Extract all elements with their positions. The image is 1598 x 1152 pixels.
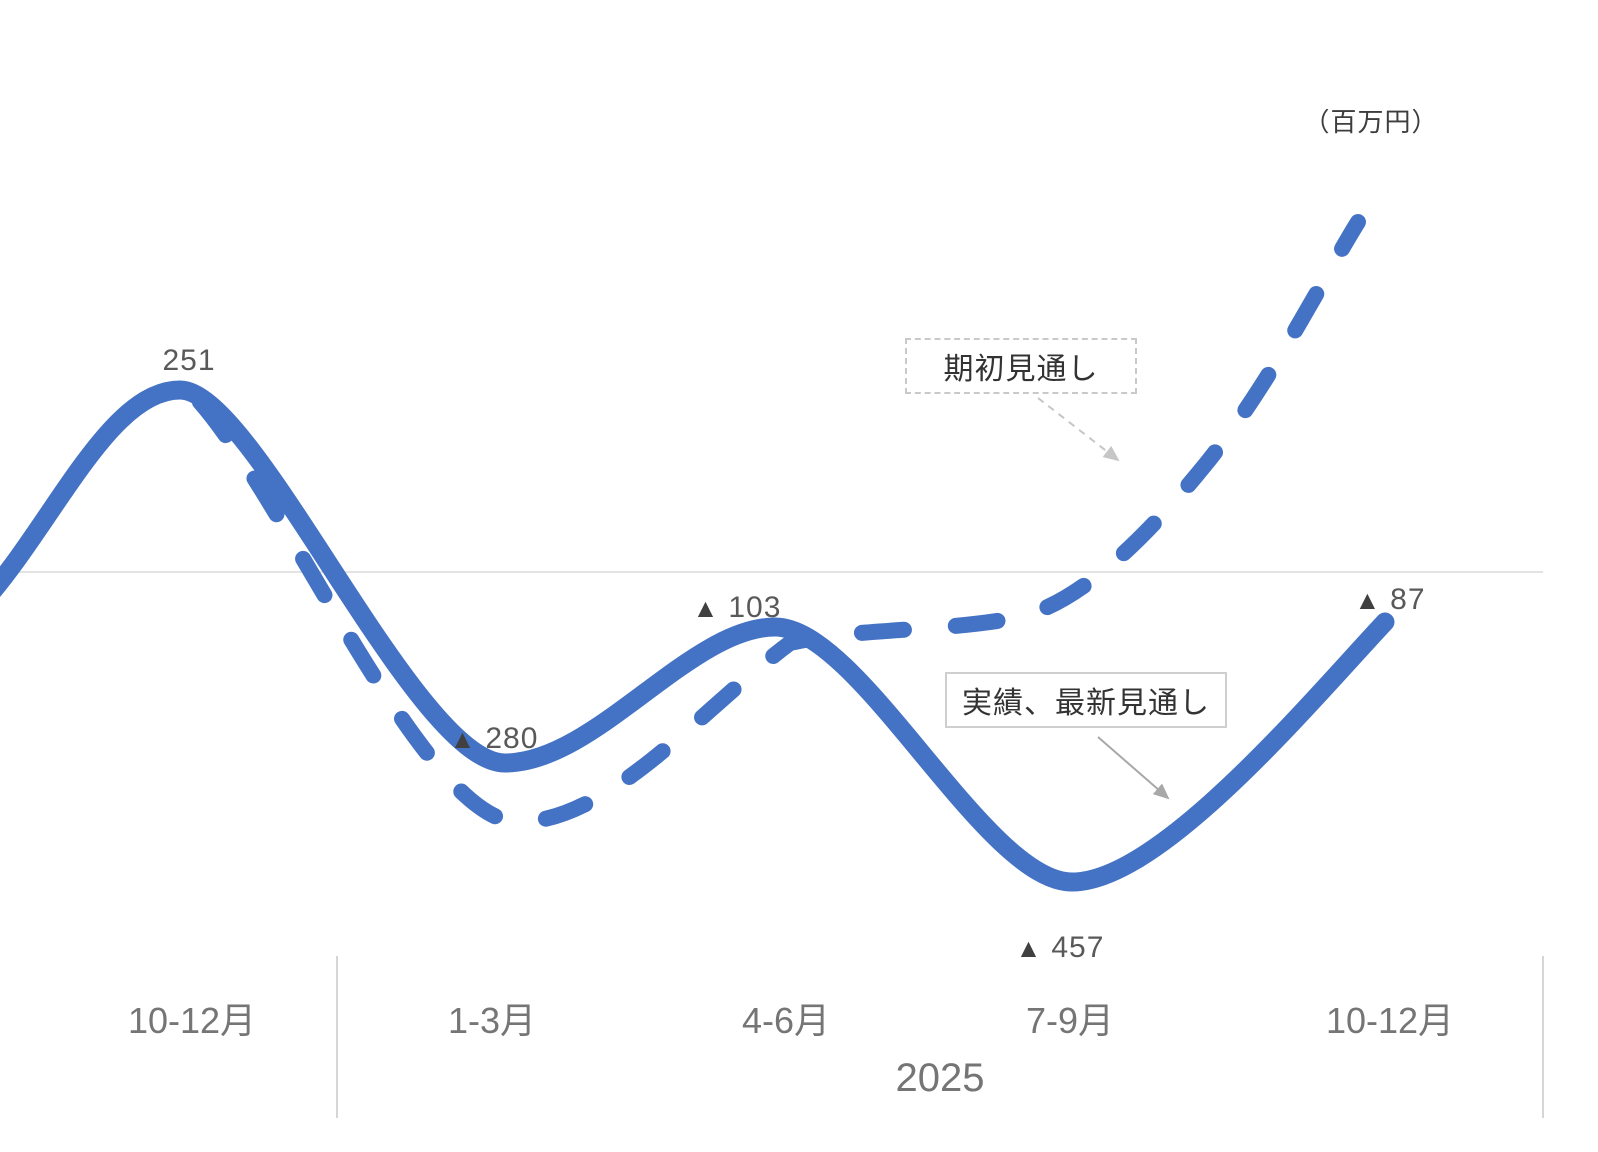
unit-label: （百万円） [1303,107,1439,137]
actual-latest-arrow [1097,736,1170,800]
negative-triangle-icon: ▲ [692,593,720,623]
x-axis-label-q5: 10-12月 [1325,1000,1455,1041]
data-label-q5: ▲ 87 [1354,583,1425,617]
data-label-q5-value: 87 [1390,583,1426,616]
series-initial-forecast-line [192,214,1366,831]
initial-forecast-arrow [1037,397,1120,462]
negative-triangle-icon: ▲ [1015,933,1043,963]
negative-triangle-icon: ▲ [1354,585,1382,615]
data-label-q1-value: 251 [162,344,216,377]
initial-forecast-callout: 期初見通し [905,338,1137,394]
series-actual-latest-line [0,380,1395,892]
initial-forecast-callout-text: 期初見通し [943,353,1099,386]
x-axis-year-label: 2025 [895,1056,985,1100]
negative-triangle-icon: ▲ [449,724,477,754]
data-label-q1: 251 [162,344,215,378]
x-axis-label-q2: 1-3月 [447,1000,537,1041]
data-label-q4-value: 457 [1051,931,1105,964]
data-label-q4: ▲ 457 [1016,931,1105,965]
data-label-q2-value: 280 [485,722,539,755]
actual-latest-callout-text: 実績、最新見通し [962,687,1210,720]
x-axis-label-q3: 4-6月 [741,1000,831,1041]
x-axis-label-q4: 7-9月 [1025,1000,1115,1041]
data-label-q3-value: 103 [728,591,782,624]
x-axis-label-q1: 10-12月 [127,1000,257,1041]
data-label-q2: ▲ 280 [450,722,539,756]
actual-latest-callout: 実績、最新見通し [945,672,1227,728]
data-label-q3: ▲ 103 [693,591,782,625]
